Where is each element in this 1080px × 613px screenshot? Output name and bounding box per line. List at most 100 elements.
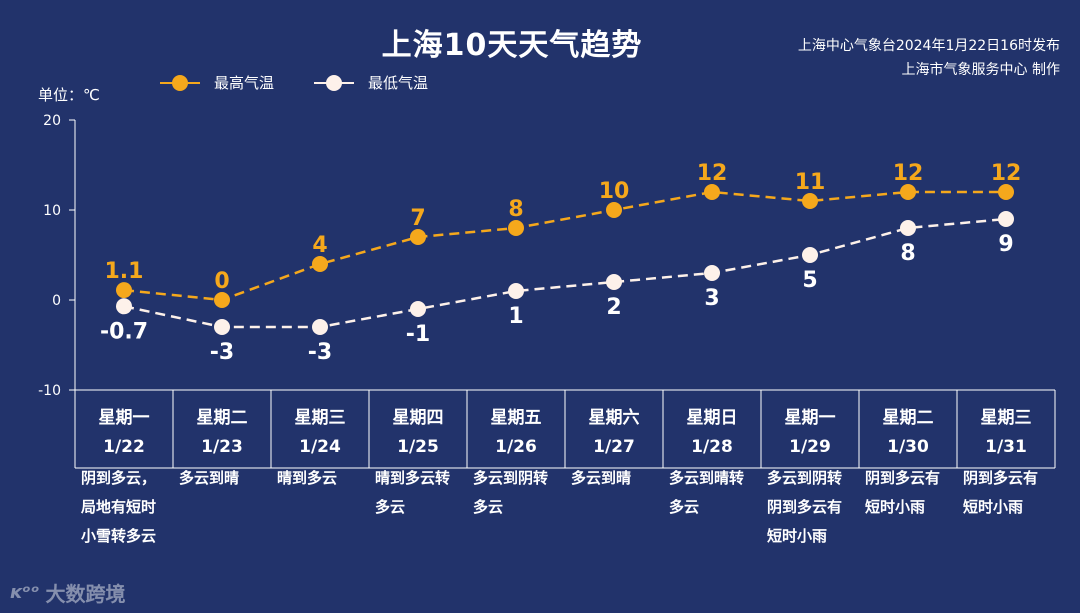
weather-description: 阴到多云， [81, 469, 156, 487]
weather-description: 多云 [669, 498, 699, 516]
max-temp-label: 12 [697, 161, 728, 186]
weather-description: 短时小雨 [767, 527, 827, 545]
min-temp-label: 5 [802, 268, 817, 293]
weekday-label: 星期一 [99, 408, 150, 428]
legend-label-max: 最高气温 [214, 74, 275, 92]
weekday-label: 星期一 [785, 408, 836, 428]
weather-description: 晴到多云转 [375, 469, 450, 487]
min-temp-point [802, 247, 818, 263]
weather-description: 多云到阴转 [473, 469, 548, 487]
watermark-text: 大数跨境 [45, 582, 126, 606]
min-temp-point [214, 319, 230, 335]
max-temp-point [704, 184, 720, 200]
unit-label: 单位：℃ [38, 86, 100, 104]
weather-description: 阴到多云有 [767, 498, 842, 516]
weather-description: 短时小雨 [963, 498, 1023, 516]
min-temp-point [900, 220, 916, 236]
weather-description: 多云 [375, 498, 405, 516]
weather-description: 多云 [473, 498, 503, 516]
min-temp-line [123, 217, 1007, 329]
weather-description: 晴到多云 [277, 469, 337, 487]
date-label: 1/31 [985, 437, 1027, 457]
publish-info: 上海中心气象台2024年1月22日16时发布 [797, 38, 1060, 54]
min-temp-label: 2 [606, 295, 621, 320]
weather-description: 小雪转多云 [81, 527, 156, 545]
min-temp-label: 3 [704, 286, 719, 311]
min-temp-point [116, 298, 132, 315]
date-label: 1/27 [593, 437, 635, 457]
weather-description: 短时小雨 [865, 498, 925, 516]
y-tick-label: 10 [43, 203, 61, 219]
weekday-label: 星期二 [197, 408, 248, 428]
max-temp-label: 12 [893, 161, 924, 186]
max-temp-label: 10 [599, 179, 630, 204]
max-temp-point [410, 229, 426, 245]
date-label: 1/26 [495, 437, 537, 457]
max-temp-label: 4 [312, 233, 327, 258]
weekday-label: 星期六 [589, 407, 640, 428]
max-temp-label: 12 [991, 161, 1022, 186]
max-temp-point [802, 193, 818, 209]
watermark-logo: ᴋᵒᵒ [10, 582, 40, 603]
min-temp-point [312, 319, 328, 335]
producer-info: 上海市气象服务中心 制作 [901, 62, 1060, 78]
max-temp-label: 0 [214, 269, 229, 294]
date-label: 1/28 [691, 437, 733, 457]
min-temp-point [410, 301, 426, 317]
max-temp-point [312, 256, 328, 272]
min-temp-point [704, 265, 720, 281]
legend-swatch-max [160, 74, 200, 91]
min-temp-label: -3 [210, 340, 234, 365]
min-temp-label: -1 [406, 322, 430, 347]
watermark: ᴋᵒᵒ 大数跨境 [10, 578, 126, 607]
weekday-label: 星期二 [883, 408, 934, 428]
y-tick-label: 20 [43, 113, 61, 129]
y-tick-label: 0 [52, 293, 61, 309]
weather-description: 阴到多云有 [865, 469, 940, 487]
weekday-label: 星期三 [295, 408, 346, 428]
page-title: 上海10天天气趋势 [381, 28, 643, 63]
max-temp-point [214, 292, 230, 308]
source-info: 上海中心气象台2024年1月22日16时发布 上海市气象服务中心 制作 [798, 34, 1060, 82]
weekday-label: 星期四 [393, 408, 444, 428]
min-temp-point [606, 274, 622, 290]
legend-label-min: 最低气温 [368, 74, 429, 92]
date-label: 1/29 [789, 437, 831, 457]
weather-description: 局地有短时 [80, 498, 156, 516]
date-label: 1/24 [299, 437, 341, 457]
weekday-label: 星期三 [981, 408, 1032, 428]
date-label: 1/23 [201, 437, 243, 457]
min-temp-label: 9 [998, 232, 1013, 257]
weather-description: 多云到晴转 [669, 469, 744, 487]
weekday-label: 星期日 [687, 408, 738, 428]
weekday-label: 星期五 [491, 408, 542, 428]
max-temp-line [123, 190, 1006, 302]
min-temp-label: -3 [308, 340, 332, 365]
min-temp-label: -0.7 [100, 319, 148, 344]
max-temp-point [900, 184, 916, 200]
max-temp-label: 7 [410, 206, 425, 231]
date-label: 1/30 [887, 437, 929, 457]
min-temp-label: 1 [508, 304, 523, 329]
weather-description: 多云到阴转 [767, 469, 842, 487]
min-temp-label: 8 [900, 241, 915, 266]
legend-item-min: 最低气温 [314, 72, 428, 93]
legend-swatch-min [314, 74, 355, 91]
max-temp-point [116, 282, 132, 299]
max-temp-label: 11 [795, 170, 826, 195]
max-temp-label: 8 [508, 197, 523, 222]
date-label: 1/22 [103, 437, 145, 457]
min-temp-point [508, 283, 524, 299]
max-temp-point [508, 220, 524, 236]
date-label: 1/25 [397, 437, 439, 457]
weather-description: 阴到多云有 [963, 469, 1038, 487]
legend-item-max: 最高气温 [160, 72, 274, 93]
max-temp-point [998, 184, 1014, 200]
weather-description: 多云到晴 [179, 469, 239, 487]
max-temp-label: 1.1 [105, 259, 144, 284]
max-temp-point [606, 202, 622, 218]
min-temp-point [998, 211, 1014, 227]
weather-description: 多云到晴 [571, 469, 631, 487]
chart-legend: 最高气温 最低气温 [160, 72, 428, 93]
